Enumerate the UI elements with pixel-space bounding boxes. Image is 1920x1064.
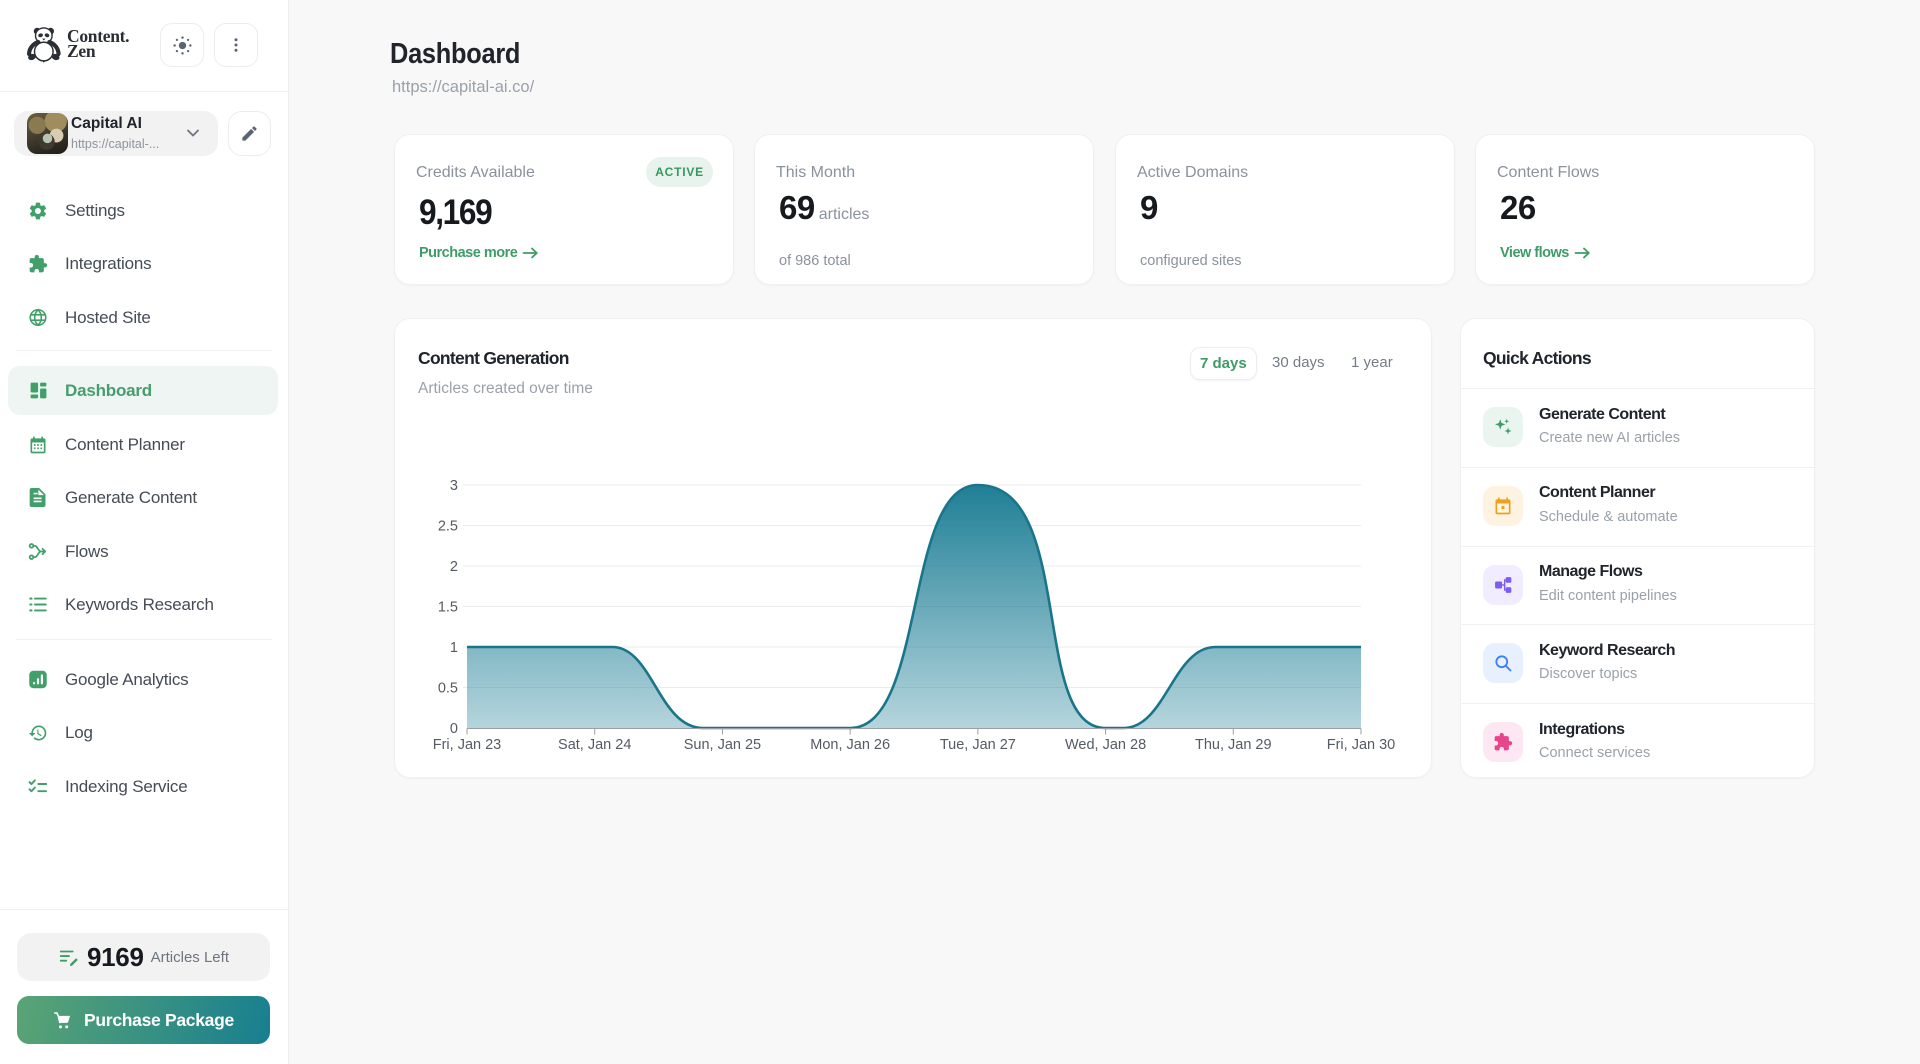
svg-text:Fri, Jan 23: Fri, Jan 23 (433, 737, 502, 753)
svg-text:1: 1 (450, 640, 458, 656)
svg-text:Mon, Jan 26: Mon, Jan 26 (810, 737, 890, 753)
svg-text:1.5: 1.5 (438, 600, 458, 616)
svg-text:2.5: 2.5 (438, 519, 458, 535)
svg-text:3: 3 (450, 478, 458, 494)
svg-text:Sat, Jan 24: Sat, Jan 24 (558, 737, 631, 753)
svg-text:Sun, Jan 25: Sun, Jan 25 (684, 737, 761, 753)
svg-text:Fri, Jan 30: Fri, Jan 30 (1327, 737, 1396, 753)
svg-text:0: 0 (450, 721, 458, 737)
svg-text:Wed, Jan 28: Wed, Jan 28 (1065, 737, 1146, 753)
svg-text:2: 2 (450, 559, 458, 575)
svg-text:Thu, Jan 29: Thu, Jan 29 (1195, 737, 1272, 753)
svg-text:0.5: 0.5 (438, 681, 458, 697)
svg-text:Tue, Jan 27: Tue, Jan 27 (940, 737, 1016, 753)
